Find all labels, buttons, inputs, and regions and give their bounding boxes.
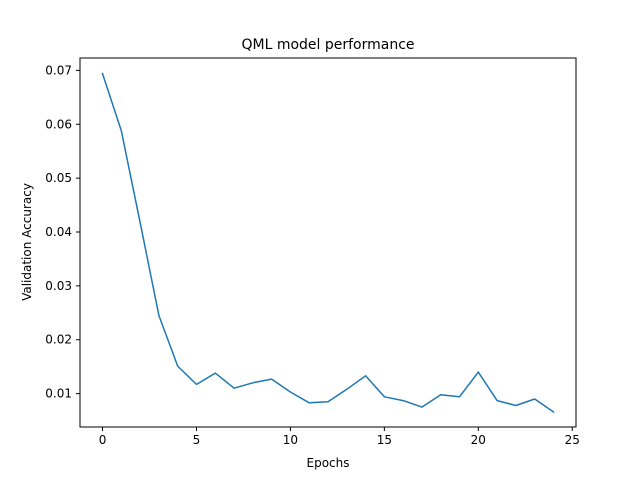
x-tick-label: 20 (471, 433, 486, 447)
y-axis-ticks: 0.01 0.02 0.03 0.04 0.05 0.06 0.07 (45, 63, 80, 401)
data-point (121, 130, 123, 132)
x-tick-label: 15 (377, 433, 392, 447)
y-tick-label: 0.05 (45, 171, 72, 185)
data-point (534, 398, 536, 400)
y-tick-label: 0.07 (45, 63, 72, 77)
data-point (196, 384, 198, 386)
data-point (402, 400, 404, 402)
data-point (214, 372, 216, 374)
data-point (102, 73, 104, 75)
x-axis-label: Epochs (307, 456, 350, 470)
data-point (346, 388, 348, 390)
data-point (290, 391, 292, 393)
data-point (384, 396, 386, 398)
data-point (252, 382, 254, 384)
y-tick-label: 0.01 (45, 387, 72, 401)
data-point (440, 394, 442, 396)
data-point (515, 405, 517, 407)
y-tick-label: 0.03 (45, 279, 72, 293)
x-tick-label: 0 (99, 433, 107, 447)
y-axis-label: Validation Accuracy (20, 183, 34, 301)
data-point (421, 406, 423, 408)
chart-title: QML model performance (241, 37, 414, 53)
series-line (101, 72, 555, 413)
data-point (139, 221, 141, 223)
data-point (233, 387, 235, 389)
data-point (271, 378, 273, 380)
x-tick-label: 10 (283, 433, 298, 447)
data-point (553, 411, 555, 413)
y-tick-label: 0.06 (45, 117, 72, 131)
data-point (327, 401, 329, 403)
data-point (177, 365, 179, 367)
plot-frame (79, 57, 577, 428)
data-point (478, 371, 480, 373)
data-point (496, 400, 498, 402)
x-tick-label: 25 (565, 433, 580, 447)
y-tick-label: 0.04 (45, 225, 72, 239)
x-tick-label: 5 (193, 433, 201, 447)
data-point (308, 402, 310, 404)
y-tick-label: 0.02 (45, 333, 72, 347)
data-point (365, 375, 367, 377)
series-layer (101, 72, 555, 413)
data-point (459, 396, 461, 398)
data-point (158, 315, 160, 317)
x-axis-ticks: 0 5 10 15 20 25 (99, 427, 580, 447)
